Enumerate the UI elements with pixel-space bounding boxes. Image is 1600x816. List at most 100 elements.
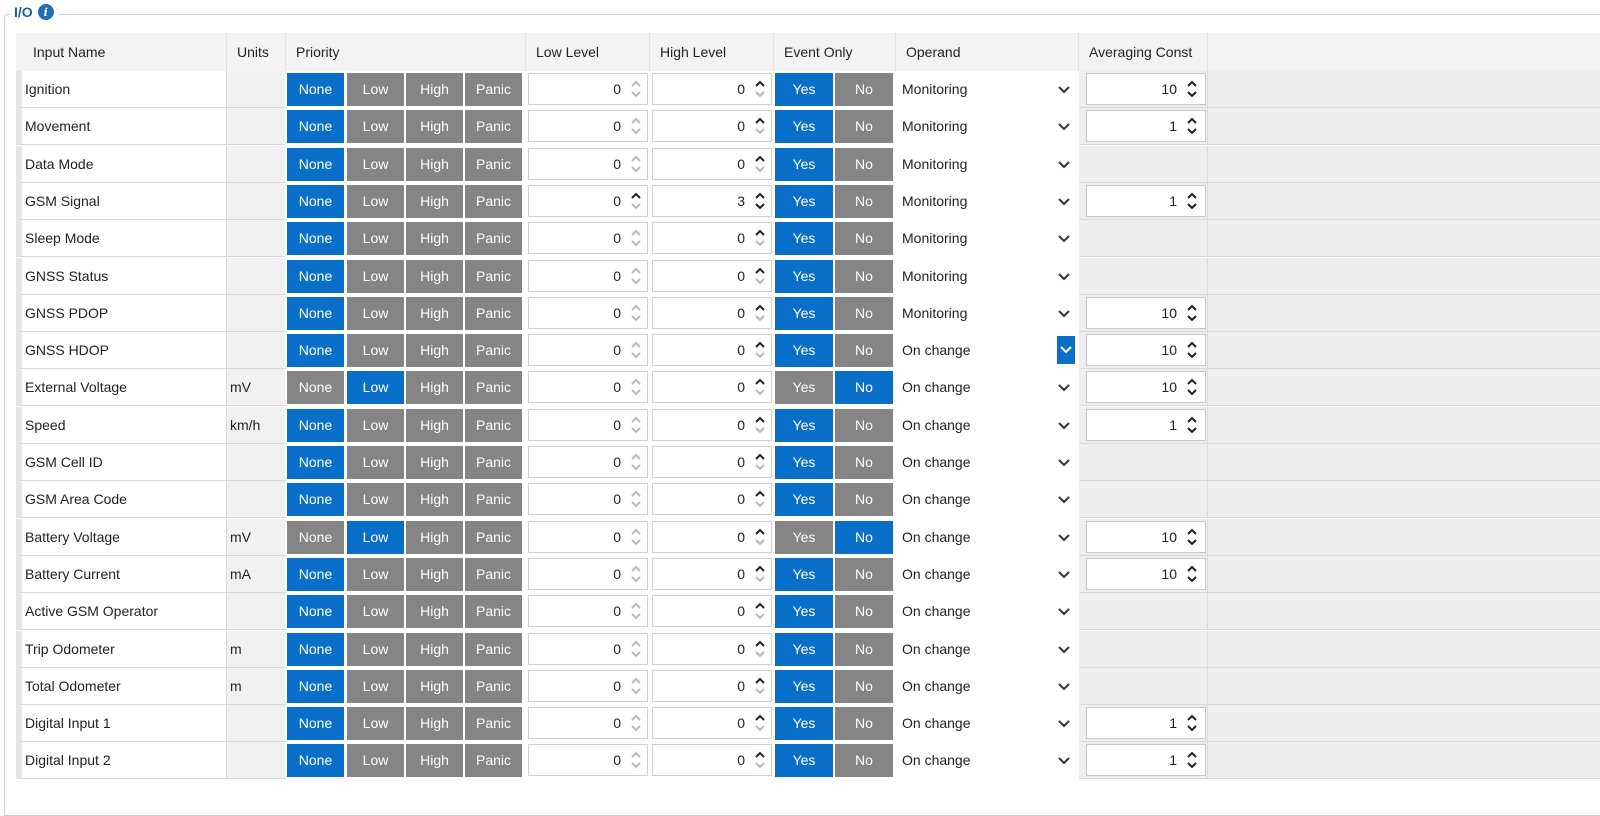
event-yes-button[interactable]: Yes bbox=[775, 557, 833, 591]
priority-low-button[interactable]: Low bbox=[347, 334, 404, 368]
low-level-spinner-icon[interactable] bbox=[629, 487, 643, 511]
priority-low-button[interactable]: Low bbox=[347, 595, 404, 629]
priority-panic-button[interactable]: Panic bbox=[465, 744, 522, 778]
header-operand[interactable]: Operand bbox=[896, 33, 1079, 71]
priority-none-button[interactable]: None bbox=[287, 446, 344, 479]
high-level-spinner-icon[interactable] bbox=[753, 77, 767, 101]
averaging-spinner-icon[interactable] bbox=[1185, 525, 1199, 549]
operand-select[interactable]: On change bbox=[896, 595, 1077, 628]
chevron-down-icon[interactable] bbox=[1055, 303, 1073, 323]
priority-panic-button[interactable]: Panic bbox=[465, 147, 522, 181]
priority-panic-button[interactable]: Panic bbox=[465, 669, 522, 703]
priority-panic-button[interactable]: Panic bbox=[465, 371, 522, 405]
priority-panic-button[interactable]: Panic bbox=[465, 520, 522, 554]
averaging-const-input[interactable]: 10 bbox=[1086, 334, 1206, 367]
averaging-spinner-icon[interactable] bbox=[1185, 301, 1199, 325]
high-level-input[interactable]: 0 bbox=[652, 520, 772, 553]
event-no-button[interactable]: No bbox=[835, 296, 893, 330]
priority-none-button[interactable]: None bbox=[287, 669, 344, 703]
event-yes-button[interactable]: Yes bbox=[775, 744, 833, 778]
high-level-input[interactable]: 0 bbox=[652, 73, 772, 105]
priority-high-button[interactable]: High bbox=[406, 408, 463, 442]
priority-panic-button[interactable]: Panic bbox=[465, 184, 522, 218]
priority-high-button[interactable]: High bbox=[406, 371, 463, 405]
low-level-input[interactable]: 0 bbox=[528, 557, 648, 590]
high-level-input[interactable]: 0 bbox=[652, 669, 772, 702]
low-level-spinner-icon[interactable] bbox=[629, 450, 643, 474]
priority-low-button[interactable]: Low bbox=[347, 707, 404, 741]
priority-none-button[interactable]: None bbox=[287, 595, 344, 629]
averaging-const-input[interactable]: 10 bbox=[1086, 296, 1206, 329]
low-level-input[interactable]: 0 bbox=[528, 446, 648, 478]
high-level-spinner-icon[interactable] bbox=[753, 413, 767, 437]
event-no-button[interactable]: No bbox=[835, 408, 893, 442]
priority-panic-button[interactable]: Panic bbox=[465, 222, 522, 256]
event-no-button[interactable]: No bbox=[835, 595, 893, 629]
priority-none-button[interactable]: None bbox=[287, 408, 344, 442]
averaging-spinner-icon[interactable] bbox=[1185, 375, 1199, 399]
high-level-spinner-icon[interactable] bbox=[753, 114, 767, 138]
priority-low-button[interactable]: Low bbox=[347, 408, 404, 442]
priority-low-button[interactable]: Low bbox=[347, 259, 404, 293]
header-units[interactable]: Units bbox=[227, 33, 286, 71]
averaging-const-input[interactable]: 1 bbox=[1086, 408, 1206, 441]
event-no-button[interactable]: No bbox=[835, 222, 893, 256]
averaging-spinner-icon[interactable] bbox=[1185, 562, 1199, 586]
averaging-const-input[interactable]: 10 bbox=[1086, 520, 1206, 553]
chevron-down-icon[interactable] bbox=[1055, 154, 1073, 174]
priority-low-button[interactable]: Low bbox=[347, 632, 404, 666]
low-level-input[interactable]: 0 bbox=[528, 296, 648, 329]
low-level-spinner-icon[interactable] bbox=[629, 674, 643, 698]
low-level-spinner-icon[interactable] bbox=[629, 413, 643, 437]
low-level-input[interactable]: 0 bbox=[528, 595, 648, 628]
event-no-button[interactable]: No bbox=[835, 184, 893, 218]
high-level-input[interactable]: 0 bbox=[652, 408, 772, 441]
event-yes-button[interactable]: Yes bbox=[775, 408, 833, 442]
priority-none-button[interactable]: None bbox=[287, 259, 344, 293]
high-level-input[interactable]: 0 bbox=[652, 371, 772, 404]
high-level-input[interactable]: 0 bbox=[652, 446, 772, 478]
priority-panic-button[interactable]: Panic bbox=[465, 296, 522, 330]
averaging-spinner-icon[interactable] bbox=[1185, 114, 1199, 138]
averaging-const-input[interactable]: 1 bbox=[1086, 707, 1206, 740]
operand-select[interactable]: Monitoring bbox=[896, 184, 1077, 217]
event-no-button[interactable]: No bbox=[835, 707, 893, 741]
priority-high-button[interactable]: High bbox=[406, 595, 463, 629]
event-yes-button[interactable]: Yes bbox=[775, 632, 833, 666]
low-level-input[interactable]: 0 bbox=[528, 707, 648, 740]
priority-panic-button[interactable]: Panic bbox=[465, 557, 522, 591]
event-no-button[interactable]: No bbox=[835, 334, 893, 368]
event-no-button[interactable]: No bbox=[835, 557, 893, 591]
low-level-input[interactable]: 0 bbox=[528, 334, 648, 367]
low-level-spinner-icon[interactable] bbox=[629, 301, 643, 325]
priority-low-button[interactable]: Low bbox=[347, 73, 404, 106]
event-yes-button[interactable]: Yes bbox=[775, 371, 833, 405]
high-level-input[interactable]: 0 bbox=[652, 557, 772, 590]
event-no-button[interactable]: No bbox=[835, 110, 893, 144]
priority-panic-button[interactable]: Panic bbox=[465, 334, 522, 368]
chevron-down-icon[interactable] bbox=[1055, 79, 1073, 99]
priority-high-button[interactable]: High bbox=[406, 147, 463, 181]
priority-low-button[interactable]: Low bbox=[347, 147, 404, 181]
event-yes-button[interactable]: Yes bbox=[775, 446, 833, 479]
event-no-button[interactable]: No bbox=[835, 744, 893, 778]
low-level-input[interactable]: 0 bbox=[528, 371, 648, 404]
priority-high-button[interactable]: High bbox=[406, 334, 463, 368]
operand-select[interactable]: On change bbox=[896, 744, 1077, 777]
high-level-input[interactable]: 0 bbox=[652, 110, 772, 143]
priority-panic-button[interactable]: Panic bbox=[465, 110, 522, 144]
high-level-input[interactable]: 0 bbox=[652, 483, 772, 516]
averaging-spinner-icon[interactable] bbox=[1185, 189, 1199, 213]
low-level-spinner-icon[interactable] bbox=[629, 525, 643, 549]
priority-high-button[interactable]: High bbox=[406, 110, 463, 144]
averaging-spinner-icon[interactable] bbox=[1185, 748, 1199, 772]
high-level-spinner-icon[interactable] bbox=[753, 674, 767, 698]
event-yes-button[interactable]: Yes bbox=[775, 707, 833, 741]
high-level-input[interactable]: 0 bbox=[652, 147, 772, 180]
priority-none-button[interactable]: None bbox=[287, 483, 344, 517]
event-yes-button[interactable]: Yes bbox=[775, 334, 833, 368]
high-level-spinner-icon[interactable] bbox=[753, 525, 767, 549]
priority-high-button[interactable]: High bbox=[406, 184, 463, 218]
high-level-spinner-icon[interactable] bbox=[753, 226, 767, 250]
priority-none-button[interactable]: None bbox=[287, 296, 344, 330]
